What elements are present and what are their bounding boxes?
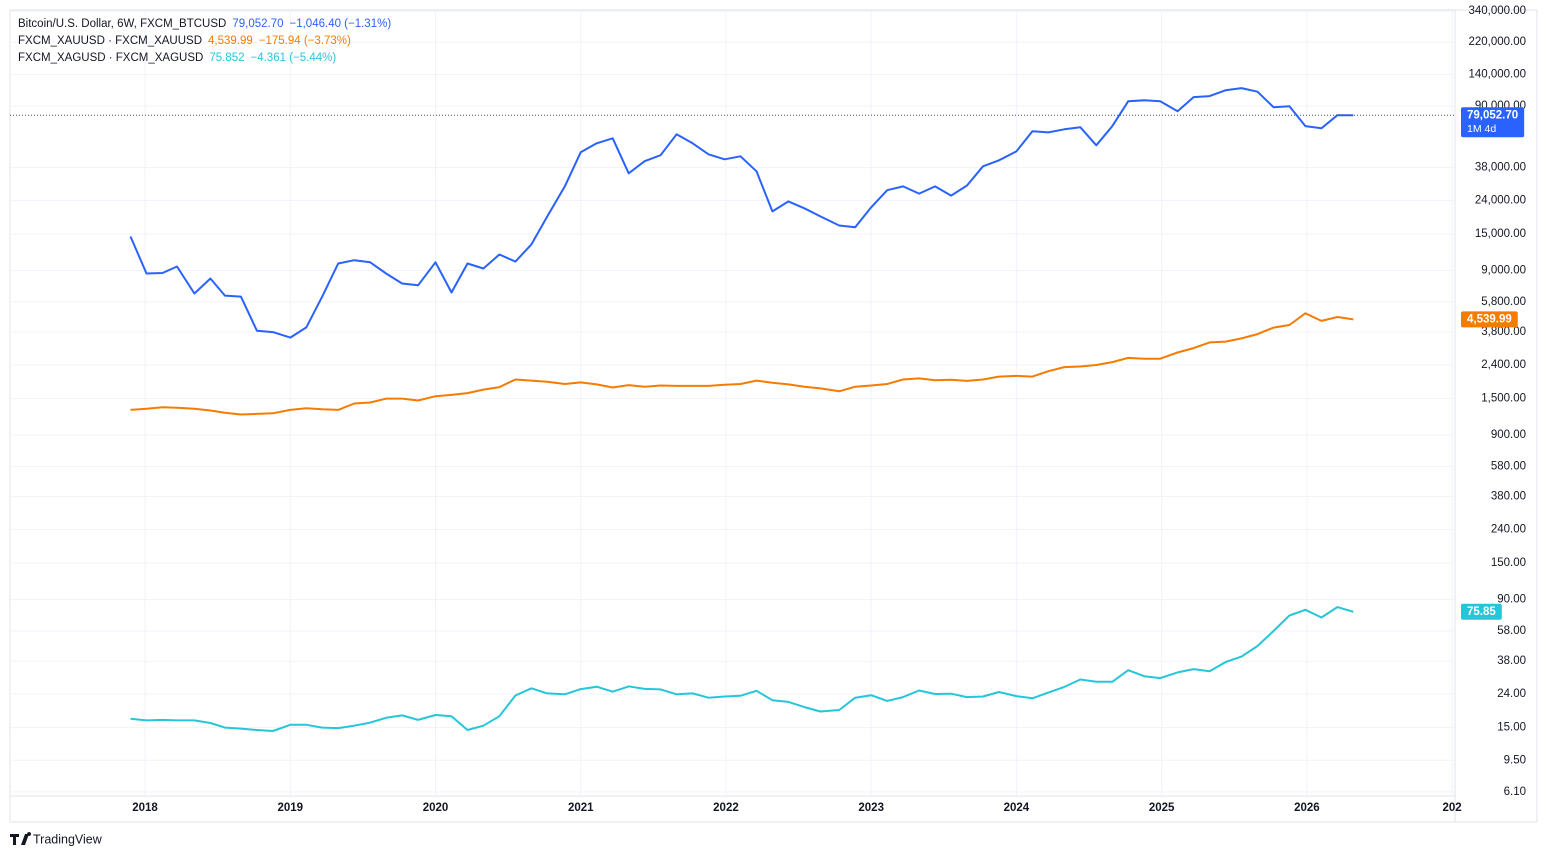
y-tick-label: 58.00	[1497, 625, 1526, 637]
y-tick-label: 580.00	[1491, 460, 1526, 472]
y-tick-label: 240.00	[1491, 524, 1526, 536]
legend-price: 79,052.70	[232, 18, 283, 30]
series-line	[130, 312, 1354, 416]
price-tag-label: 4,539.99	[1467, 313, 1512, 325]
price-tag-label: 79,052.70	[1467, 109, 1518, 121]
y-tick-label: 15,000.00	[1475, 228, 1526, 240]
x-tick-label: 2026	[1294, 802, 1320, 814]
y-tick-label: 380.00	[1491, 491, 1526, 503]
logo	[10, 832, 32, 845]
price-tag	[1461, 603, 1502, 620]
y-tick-label: 15.00	[1497, 722, 1526, 734]
x-tick-label: 2022	[713, 802, 739, 814]
y-tick-label: 9.50	[1504, 754, 1526, 766]
y-tick-label: 340,000.00	[1468, 5, 1526, 17]
y-tick-label: 2,400.00	[1481, 359, 1526, 371]
price-tag	[1461, 311, 1518, 328]
series-line	[129, 87, 1354, 339]
price-tag-label: 75.85	[1467, 606, 1496, 618]
legend-name: Bitcoin/U.S. Dollar, 6W, FXCM_BTCUSD	[18, 18, 226, 30]
y-tick-label: 38,000.00	[1475, 162, 1526, 174]
x-tick-label: 2023	[858, 802, 884, 814]
y-tick-label: 9,000.00	[1481, 265, 1526, 277]
legend-change: −175.94 (−3.73%)	[259, 35, 351, 47]
x-tick-label: 2020	[423, 802, 449, 814]
legend-name: FXCM_XAGUSD · FXCM_XAGUSD	[18, 52, 203, 64]
y-tick-label: 1,500.00	[1481, 393, 1526, 405]
price-tag-countdown: 1M 4d	[1467, 123, 1496, 135]
y-tick-label: 90.00	[1497, 594, 1526, 606]
legend-price: 75.852	[209, 52, 244, 64]
y-tick-label: 24,000.00	[1475, 194, 1526, 206]
x-tick-label: 2024	[1004, 802, 1030, 814]
legend-change: −4.361 (−5.44%)	[251, 52, 337, 64]
legend-name: FXCM_XAUUSD · FXCM_XAUUSD	[18, 35, 202, 47]
y-tick-label: 150.00	[1491, 557, 1526, 569]
x-tick-label: 2019	[277, 802, 303, 814]
legend-price: 4,539.99	[208, 35, 253, 47]
series-line	[130, 606, 1354, 732]
y-tick-label: 220,000.00	[1468, 36, 1526, 48]
legend-change: −1,046.40 (−1.31%)	[290, 18, 392, 30]
chart-frame	[9, 9, 1538, 823]
y-tick-label: 140,000.00	[1468, 68, 1526, 80]
price-tag	[1461, 107, 1525, 138]
footer-brand: TradingView	[33, 832, 103, 846]
x-tick-label: 2025	[1149, 802, 1175, 814]
x-tick-label: 202	[1443, 802, 1462, 814]
y-tick-label: 900.00	[1491, 429, 1526, 441]
y-tick-label: 24.00	[1497, 688, 1526, 700]
x-tick-label: 2018	[132, 802, 158, 814]
y-tick-label: 38.00	[1497, 655, 1526, 667]
y-tick-label: 5,800.00	[1481, 296, 1526, 308]
x-tick-label: 2021	[568, 802, 594, 814]
y-tick-label: 3,800.00	[1481, 326, 1526, 338]
y-tick-label: 6.10	[1504, 786, 1526, 798]
